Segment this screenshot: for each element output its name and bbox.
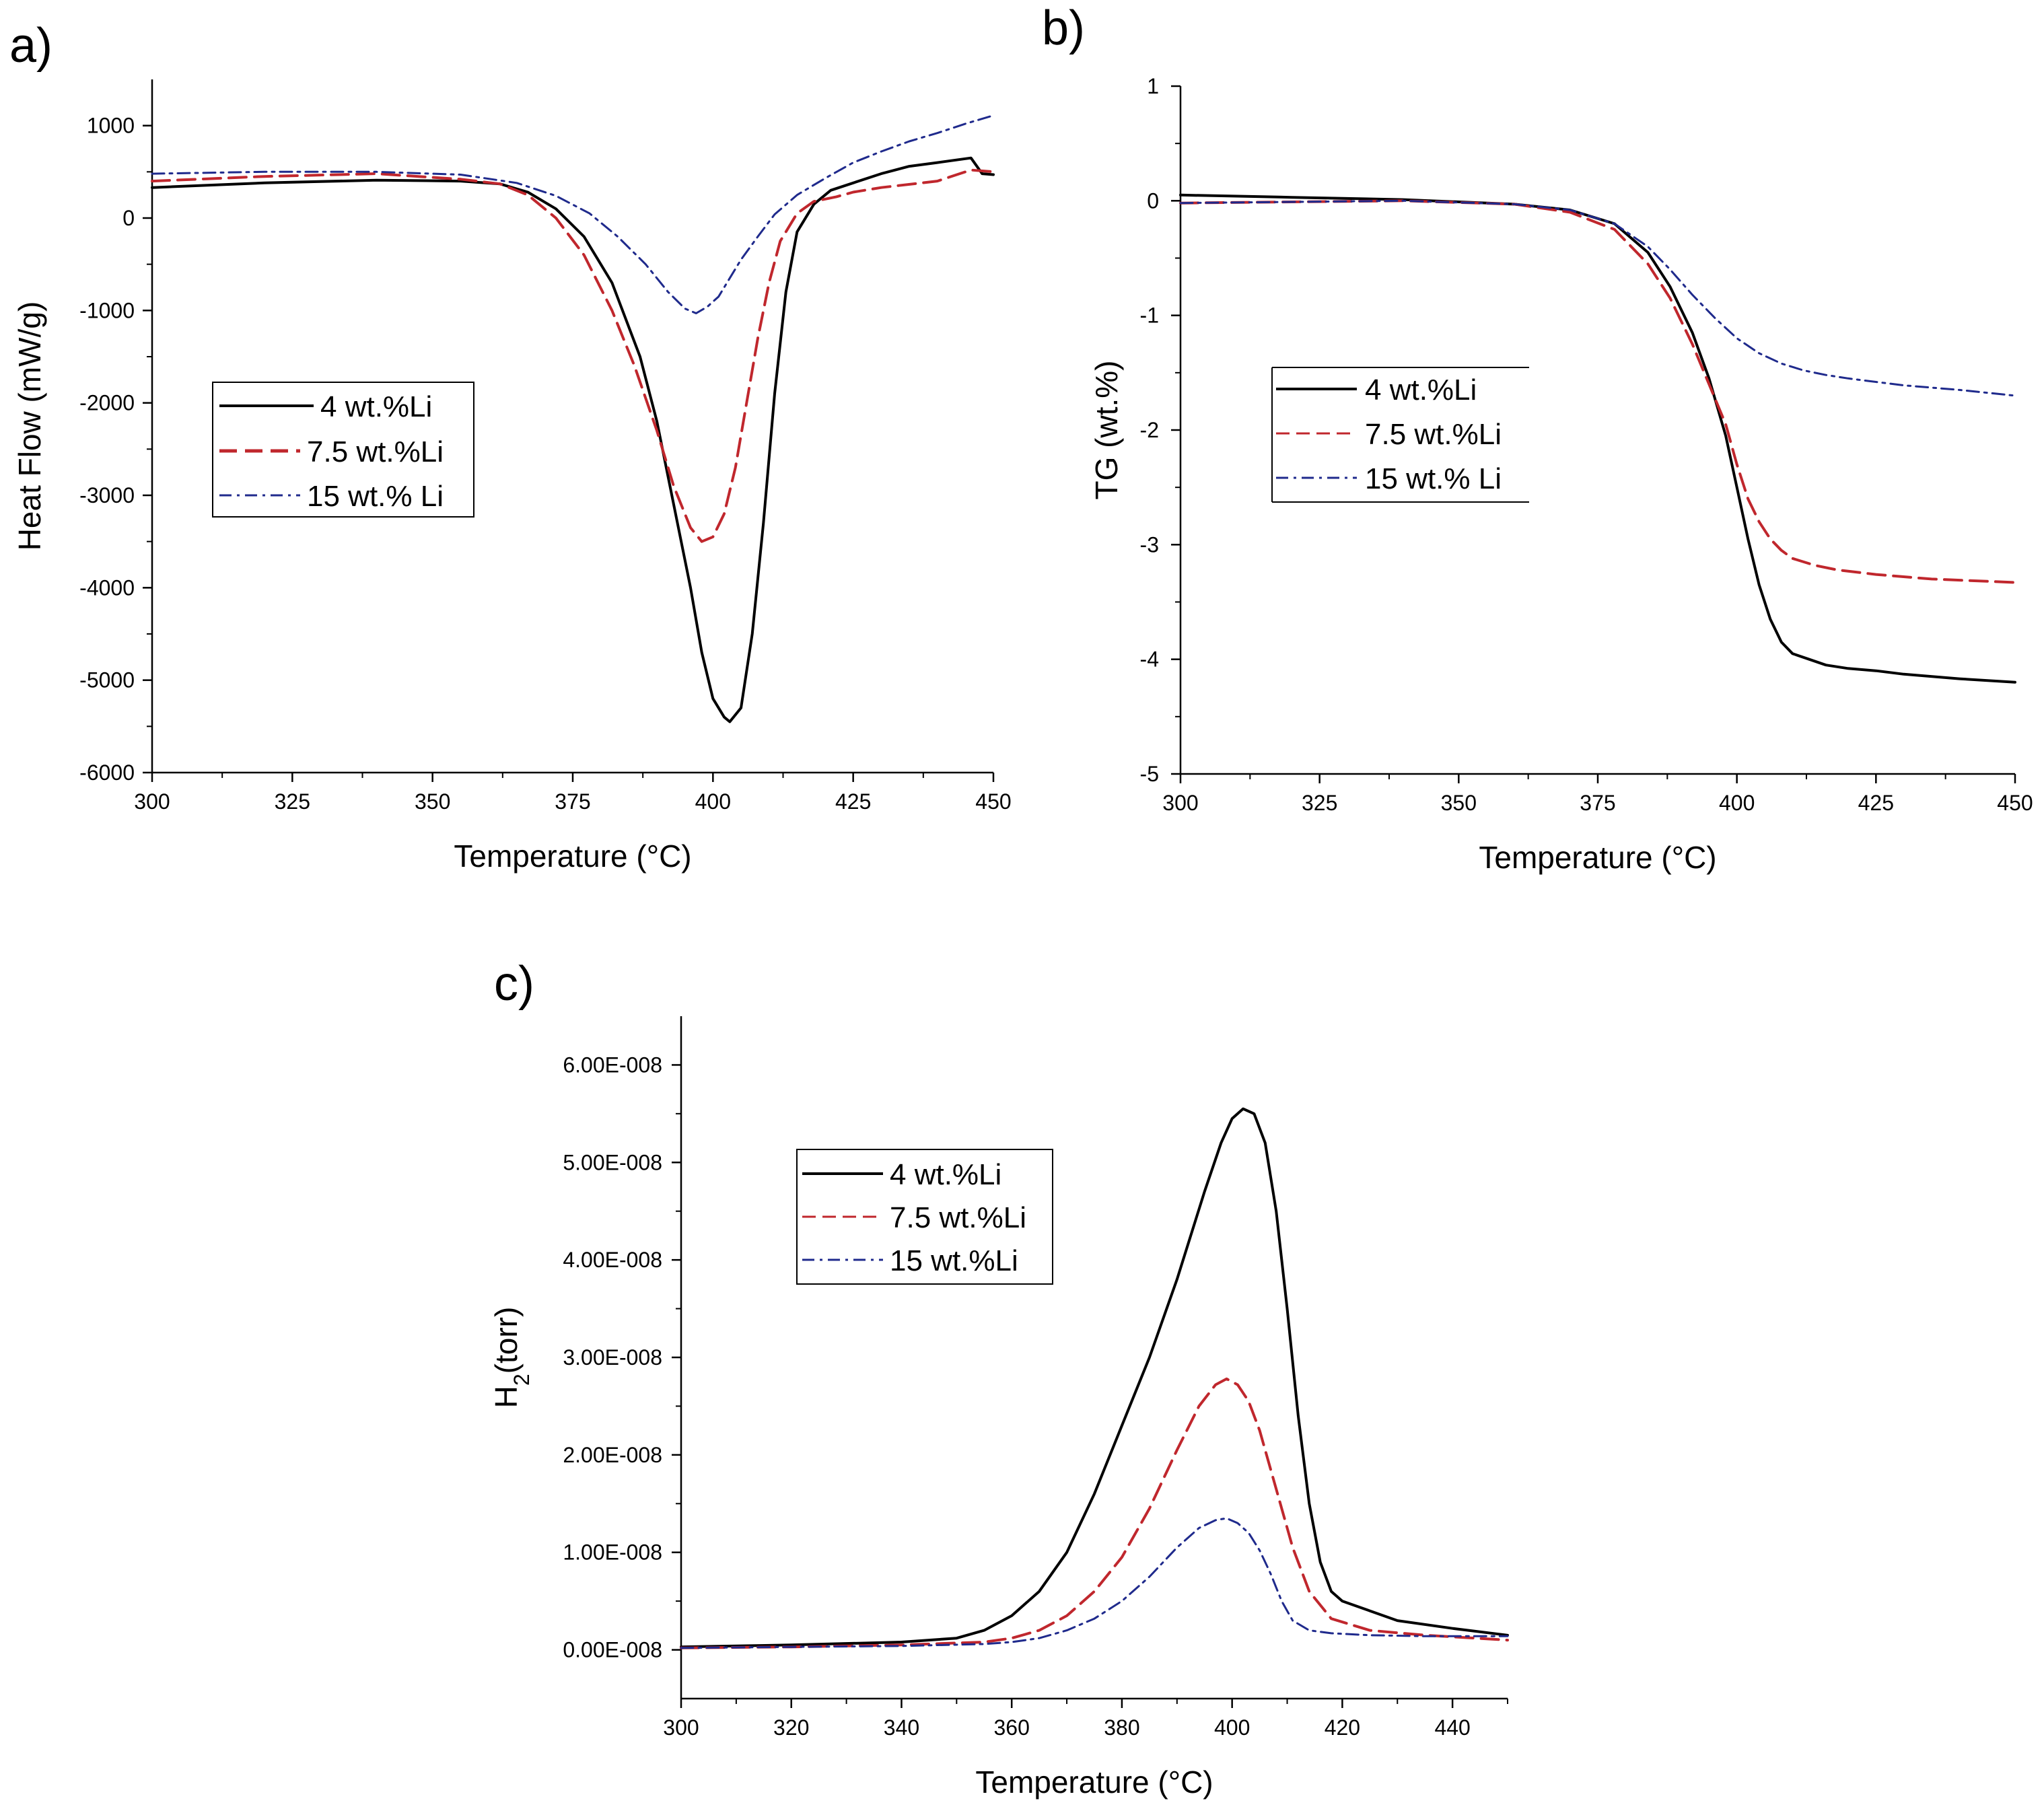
y-tick-label-b: -1 <box>1140 304 1159 328</box>
y-tick-label-a: -2000 <box>79 391 135 415</box>
legend-box-a <box>212 382 474 518</box>
x-axis-label-b: Temperature (°C) <box>1479 840 1716 875</box>
y-tick-label-c: 5.00E-008 <box>563 1150 662 1174</box>
chart-panel-b: b) 300 325 350 375 400 425 450 1 0 -1 -2 -3 -4 -5 Temp… <box>1042 1 2033 875</box>
panel-label-c: c) <box>494 957 534 1011</box>
legend-label-b-1: 7.5 wt.%Li <box>1365 418 1502 451</box>
axes-c: 300 320 340 360 380 400 420 440 0.00E-008 1.00E-0… <box>489 1016 1508 1800</box>
x-tick-label-b: 450 <box>1997 791 2033 815</box>
legend-label-a-0: 4 wt.%Li <box>320 390 432 423</box>
series-line-a-1 <box>151 168 995 543</box>
series-line-b-1 <box>1179 199 2016 584</box>
x-tick-label-c: 420 <box>1325 1715 1360 1740</box>
x-tick-label-b: 375 <box>1580 791 1615 815</box>
series-line-c-1 <box>680 1377 1509 1649</box>
y-tick-label-b: -5 <box>1140 762 1159 786</box>
x-tick-label-b: 325 <box>1302 791 1337 815</box>
chart-panel-c: c) 300 320 340 360 380 400 420 440 0.00E-008 1.00… <box>489 957 1509 1800</box>
x-axis-label-c: Temperature (°C) <box>975 1765 1213 1800</box>
y-tick-label-b: 1 <box>1147 74 1159 98</box>
y-tick-label-b: 0 <box>1147 188 1159 213</box>
series-line-b-2 <box>1179 199 2016 397</box>
y-tick-label-a: 1000 <box>87 114 135 138</box>
x-tick-label-a: 400 <box>695 789 731 814</box>
x-tick-label-b: 400 <box>1719 791 1755 815</box>
x-axis-label-a: Temperature (°C) <box>454 839 691 874</box>
series-line-a-2 <box>151 114 995 314</box>
y-axis-label-b: TG (wt.%) <box>1089 361 1124 500</box>
x-tick-label-c: 400 <box>1214 1715 1250 1740</box>
y-tick-label-c: 0.00E-008 <box>563 1638 662 1662</box>
series-line-a-0 <box>151 156 995 723</box>
legend-label-c-1: 7.5 wt.%Li <box>890 1201 1026 1234</box>
y-tick-label-c: 4.00E-008 <box>563 1248 662 1272</box>
x-tick-label-a: 450 <box>975 789 1011 814</box>
series-layer-c <box>680 1107 1509 1649</box>
series-layer-a <box>151 114 995 723</box>
y-axis-label-main-c: H <box>489 1386 524 1408</box>
x-tick-label-c: 440 <box>1434 1715 1470 1740</box>
legend-c: 4 wt.%Li 7.5 wt.%Li 15 wt.%Li <box>796 1149 1053 1285</box>
y-tick-label-c: 3.00E-008 <box>563 1345 662 1370</box>
x-tick-label-c: 340 <box>884 1715 919 1740</box>
y-tick-label-b: -2 <box>1140 418 1159 442</box>
panel-label-b: b) <box>1042 1 1085 55</box>
y-tick-label-a: -3000 <box>79 483 135 507</box>
y-tick-label-c: 6.00E-008 <box>563 1053 662 1077</box>
x-tick-label-b: 350 <box>1441 791 1477 815</box>
x-tick-label-a: 325 <box>275 789 310 814</box>
axes-b: 300 325 350 375 400 425 450 1 0 -1 -2 -3 -4 -5 Tempera… <box>1089 74 2033 875</box>
x-tick-label-a: 350 <box>415 789 450 814</box>
y-tick-label-c: 2.00E-008 <box>563 1443 662 1467</box>
x-tick-label-c: 380 <box>1104 1715 1139 1740</box>
series-line-b-0 <box>1179 193 2016 684</box>
x-tick-label-a: 425 <box>835 789 871 814</box>
y-tick-label-a: -1000 <box>79 298 135 322</box>
series-line-c-2 <box>680 1517 1509 1649</box>
y-tick-label-b: -3 <box>1140 532 1159 557</box>
axes-a: 300 325 350 375 400 425 450 1000 0 -1000 -2000 -300… <box>12 79 1012 874</box>
legend-label-a-2: 15 wt.% Li <box>307 480 444 513</box>
y-tick-label-a: 0 <box>122 206 135 230</box>
y-tick-label-a: -4000 <box>79 575 135 600</box>
legend-label-c-2: 15 wt.%Li <box>890 1244 1018 1277</box>
legend-label-b-2: 15 wt.% Li <box>1365 462 1502 495</box>
legend-label-c-0: 4 wt.%Li <box>890 1158 1001 1191</box>
series-line-c-0 <box>680 1107 1509 1649</box>
x-tick-label-c: 300 <box>663 1715 699 1740</box>
y-tick-label-b: -4 <box>1140 647 1159 672</box>
y-axis-label-c: H2(torr) <box>489 1307 534 1409</box>
x-tick-label-b: 300 <box>1162 791 1198 815</box>
y-tick-label-a: -6000 <box>79 760 135 785</box>
y-axis-label-a: Heat Flow (mW/g) <box>12 301 47 551</box>
y-tick-label-c: 1.00E-008 <box>563 1540 662 1565</box>
x-tick-label-a: 375 <box>555 789 590 814</box>
legend-label-b-0: 4 wt.%Li <box>1365 374 1477 406</box>
x-tick-label-c: 320 <box>773 1715 809 1740</box>
legend-box-c <box>796 1149 1053 1285</box>
y-tick-label-a: -5000 <box>79 668 135 692</box>
series-layer-b <box>1179 193 2016 684</box>
legend-label-a-1: 7.5 wt.%Li <box>307 435 444 468</box>
x-tick-label-b: 425 <box>1858 791 1894 815</box>
x-tick-label-c: 360 <box>994 1715 1030 1740</box>
y-axis-label-sub-c: 2 <box>509 1374 534 1386</box>
x-tick-label-a: 300 <box>134 789 170 814</box>
y-axis-label-rest-c: (torr) <box>489 1307 524 1374</box>
legend-b: 4 wt.%Li 7.5 wt.%Li 15 wt.% Li <box>1271 367 1529 503</box>
chart-panel-a: a) 300 325 350 375 400 425 450 1000 0 -1000 -2000 -… <box>9 19 1012 874</box>
panel-label-a: a) <box>9 19 52 73</box>
legend-a: 4 wt.%Li 7.5 wt.%Li 15 wt.% Li <box>212 382 474 518</box>
